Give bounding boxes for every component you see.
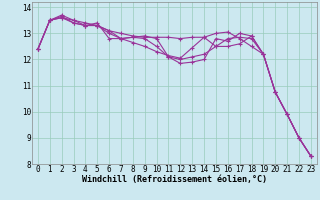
X-axis label: Windchill (Refroidissement éolien,°C): Windchill (Refroidissement éolien,°C) <box>82 175 267 184</box>
